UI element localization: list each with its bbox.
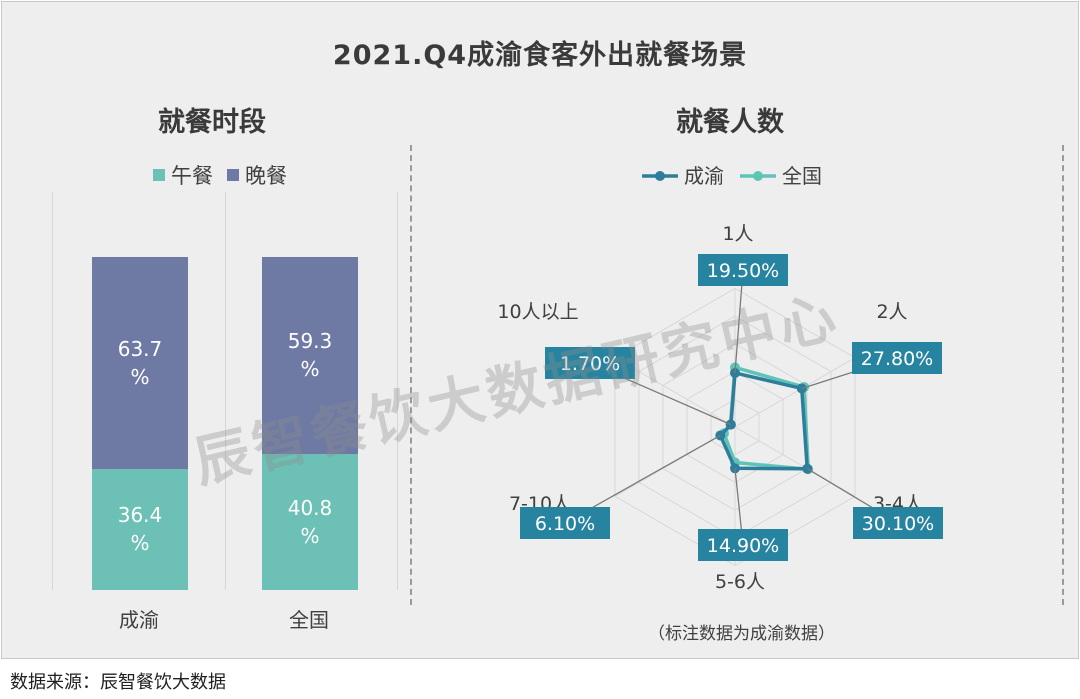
bar-chart-title: 就餐时段 bbox=[158, 107, 266, 138]
source-text: 数据来源：辰智餐饮大数据 bbox=[10, 672, 226, 693]
data-label-box bbox=[852, 342, 942, 374]
bar-segment-lunch bbox=[262, 454, 358, 590]
radar-legend: 成渝 全国 bbox=[642, 164, 822, 188]
legend-marker bbox=[655, 171, 665, 181]
bar-data-label: 40.8% bbox=[287, 496, 333, 549]
radar-axis-label: 1人 bbox=[722, 223, 753, 245]
legend-label-national: 全国 bbox=[782, 164, 822, 188]
legend-swatch-lunch bbox=[153, 169, 165, 181]
page-title: 2021.Q4成渝食客外出就餐场景 bbox=[332, 40, 748, 71]
legend-label-chengyu: 成渝 bbox=[684, 164, 724, 188]
gridline bbox=[397, 192, 398, 590]
data-label-box bbox=[520, 507, 610, 539]
category-label-national: 全国 bbox=[289, 608, 329, 632]
data-label: 1.70% bbox=[560, 353, 620, 375]
category-label-chengyu: 成渝 bbox=[119, 608, 159, 632]
radar-spoke bbox=[734, 357, 856, 428]
legend-swatch-dinner bbox=[227, 169, 239, 181]
radar-axis-label: 5-6人 bbox=[715, 571, 765, 593]
bar-segment-lunch bbox=[92, 468, 188, 590]
radar-chart: 1人2人3-4人5-6人7-10人10人以上19.50%27.80%30.10%… bbox=[497, 223, 943, 593]
chart-note: （标注数据为成渝数据） bbox=[648, 624, 835, 644]
data-label-box bbox=[698, 529, 788, 561]
data-label: 14.90% bbox=[707, 535, 779, 557]
bar-data-label: 59.3% bbox=[287, 329, 333, 382]
bar-segment-dinner bbox=[92, 256, 188, 469]
radar-axis-label: 10人以上 bbox=[497, 301, 578, 323]
data-label-box bbox=[698, 254, 788, 286]
data-label-box bbox=[545, 347, 635, 379]
bar-segment-dinner bbox=[262, 256, 358, 455]
radar-point-chengyu bbox=[715, 430, 726, 441]
radar-chart-title: 就餐人数 bbox=[676, 107, 784, 138]
data-label-leader bbox=[734, 269, 744, 373]
divider-line bbox=[410, 145, 412, 605]
data-label: 6.10% bbox=[535, 513, 595, 535]
radar-axis-label: 2人 bbox=[876, 301, 907, 323]
bar-data-label: 36.4% bbox=[117, 503, 163, 556]
data-label-box bbox=[853, 507, 943, 539]
gridline bbox=[52, 192, 53, 590]
legend-marker bbox=[753, 171, 763, 181]
gridline bbox=[225, 192, 226, 590]
bar-data-label: 63.7% bbox=[117, 336, 163, 389]
data-label: 19.50% bbox=[707, 260, 779, 282]
data-label: 27.80% bbox=[861, 348, 933, 370]
data-label: 30.10% bbox=[862, 513, 934, 535]
legend-label-dinner: 晚餐 bbox=[245, 164, 287, 188]
bar-legend: 午餐 晚餐 bbox=[153, 160, 287, 190]
legend-label-lunch: 午餐 bbox=[171, 164, 213, 188]
divider-line bbox=[1062, 145, 1064, 605]
